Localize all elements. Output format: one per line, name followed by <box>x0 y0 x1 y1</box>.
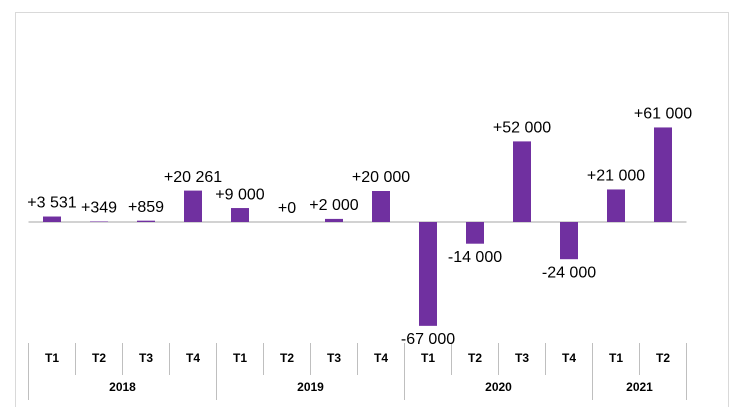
bar <box>231 208 249 222</box>
bar <box>325 218 343 222</box>
data-label: +9 000 <box>215 186 264 203</box>
data-label: -67 000 <box>401 331 455 348</box>
bar <box>184 190 202 222</box>
bar <box>419 222 437 326</box>
data-label: -24 000 <box>542 264 596 281</box>
data-label: +0 <box>278 200 296 217</box>
bar <box>607 189 625 222</box>
data-label: +859 <box>128 199 164 216</box>
group-label: 2018 <box>109 380 136 394</box>
group-label: 2020 <box>485 380 512 394</box>
x-tick-label: T2 <box>280 351 294 365</box>
bar <box>654 127 672 222</box>
x-tick-label: T1 <box>45 351 59 365</box>
data-label: +3 531 <box>27 195 76 212</box>
x-tick-label: T4 <box>186 351 200 365</box>
x-tick-label: T1 <box>233 351 247 365</box>
x-tick-label: T2 <box>656 351 670 365</box>
data-label: +52 000 <box>493 120 551 137</box>
data-label: +349 <box>81 200 117 217</box>
x-tick-label: T3 <box>327 351 341 365</box>
bar <box>560 222 578 260</box>
bar <box>466 222 484 244</box>
group-label: 2019 <box>297 380 324 394</box>
group-label: 2021 <box>626 380 653 394</box>
x-tick-label: T4 <box>374 351 388 365</box>
data-label: +21 000 <box>587 168 645 185</box>
chart-frame <box>15 12 729 407</box>
x-tick-label: T2 <box>468 351 482 365</box>
data-label: +2 000 <box>309 197 358 214</box>
bar <box>90 221 108 222</box>
bar <box>372 191 390 222</box>
x-tick-label: T4 <box>562 351 576 365</box>
data-label: -14 000 <box>448 249 502 266</box>
bar <box>513 141 531 222</box>
bar <box>43 216 61 222</box>
x-tick-label: T1 <box>609 351 623 365</box>
x-tick-label: T1 <box>421 351 435 365</box>
x-tick-label: T3 <box>515 351 529 365</box>
data-label: +20 261 <box>164 169 222 186</box>
data-label: +20 000 <box>352 169 410 186</box>
x-tick-label: T3 <box>139 351 153 365</box>
x-tick-label: T2 <box>92 351 106 365</box>
data-label: +61 000 <box>634 106 692 123</box>
bar <box>137 220 155 222</box>
